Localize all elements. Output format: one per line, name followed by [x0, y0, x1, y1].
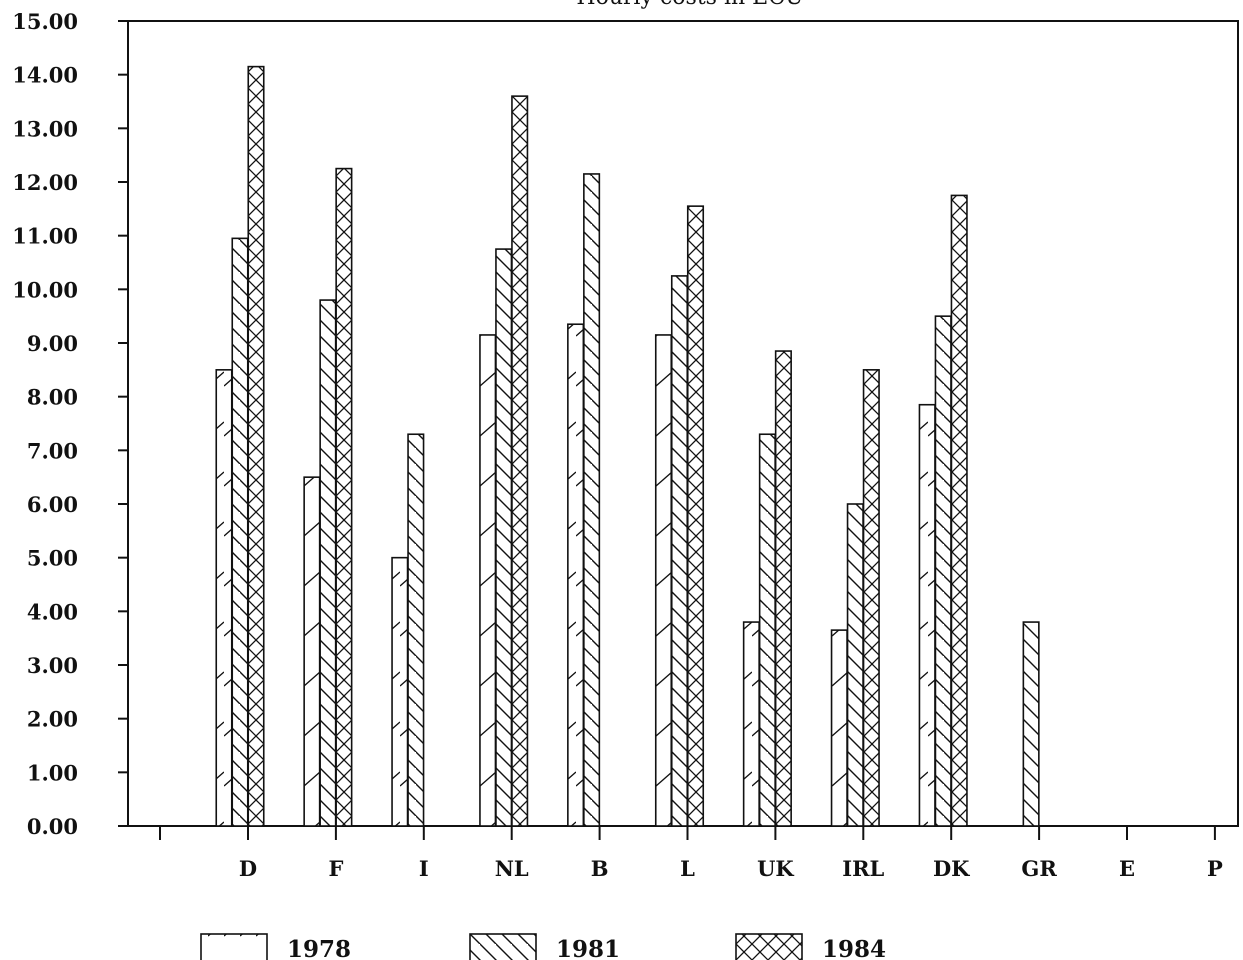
- bar-1981-GR: [1022, 621, 1040, 827]
- y-tick-label: 10.00: [12, 277, 78, 302]
- bar-1981-D: [231, 237, 249, 827]
- bar-1984-D: [247, 65, 265, 827]
- y-tick-label: 15.00: [12, 9, 78, 34]
- bar-1981-DK: [934, 315, 952, 827]
- bar-1978-D: [215, 369, 233, 827]
- legend-swatch-1984: [735, 933, 803, 960]
- bar-1984-IRL: [862, 369, 880, 827]
- bar-1981-NL: [495, 248, 513, 827]
- x-category-label: GR: [1021, 856, 1057, 881]
- bar-1978-IRL: [830, 629, 848, 827]
- bar-1978-I: [391, 556, 409, 827]
- y-tick-label: 4.00: [27, 599, 78, 624]
- legend: 1978 1981 1984: [200, 933, 886, 960]
- y-tick-label: 0.00: [27, 814, 78, 839]
- x-category-label: I: [419, 856, 429, 881]
- bar-1984-DK: [950, 194, 968, 827]
- x-category-label: E: [1119, 856, 1135, 881]
- bar-1984-L: [686, 205, 705, 827]
- bar-1981-B: [583, 173, 601, 827]
- legend-swatch-1978: [200, 933, 268, 960]
- x-category-label: P: [1207, 856, 1223, 881]
- bar-1978-UK: [742, 621, 760, 827]
- x-axis: D F I NL B L UK IRL DK GR E P: [159, 826, 1223, 881]
- x-category-label: UK: [757, 856, 794, 881]
- bar-1981-UK: [758, 433, 776, 827]
- chart-title: Hourly costs in ECU: [576, 0, 803, 10]
- bar-1978-F: [303, 476, 321, 827]
- bar-1978-DK: [918, 403, 936, 827]
- bar-1978-B: [567, 323, 585, 827]
- y-axis: 0.00 1.00 2.00 3.00 4.00 5.00 6.00 7.00 8.00 9.00…: [12, 9, 128, 839]
- x-category-label: F: [328, 856, 343, 881]
- x-category-label: B: [591, 856, 609, 881]
- y-tick-label: 5.00: [27, 546, 78, 571]
- bar-1981-L: [670, 275, 689, 827]
- bars-group: [215, 65, 1040, 827]
- y-tick-label: 9.00: [27, 331, 78, 356]
- y-tick-label: 14.00: [12, 63, 78, 88]
- x-category-label: D: [239, 856, 257, 881]
- y-tick-label: 2.00: [27, 707, 78, 732]
- bar-1978-L: [654, 334, 673, 827]
- bar-1984-NL: [511, 95, 529, 827]
- x-category-label: L: [680, 856, 695, 881]
- legend-label: 1984: [822, 936, 886, 960]
- x-category-label: IRL: [842, 856, 884, 881]
- y-tick-label: 13.00: [12, 116, 78, 141]
- bar-1981-IRL: [846, 503, 864, 827]
- bar-1978-NL: [479, 334, 497, 827]
- x-category-label: DK: [933, 856, 970, 881]
- legend-label: 1981: [556, 936, 620, 960]
- y-tick-label: 12.00: [12, 170, 78, 195]
- y-tick-label: 11.00: [12, 224, 78, 249]
- y-tick-label: 8.00: [27, 385, 78, 410]
- x-category-label: NL: [495, 856, 529, 881]
- y-tick-label: 1.00: [27, 760, 78, 785]
- bar-1981-I: [407, 433, 425, 827]
- bar-1984-UK: [774, 350, 792, 827]
- bar-1981-F: [319, 299, 337, 827]
- y-tick-label: 7.00: [27, 438, 78, 463]
- legend-label: 1978: [287, 936, 351, 960]
- y-tick-label: 6.00: [27, 492, 78, 517]
- legend-swatch-1981: [469, 933, 537, 960]
- y-tick-label: 3.00: [27, 653, 78, 678]
- bar-1984-F: [335, 167, 353, 827]
